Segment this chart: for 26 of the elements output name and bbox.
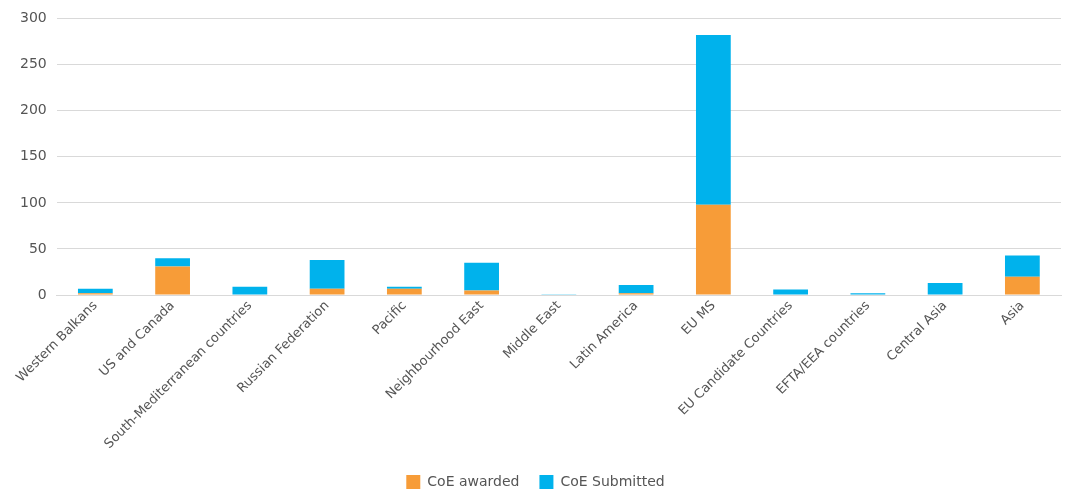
bar xyxy=(386,288,422,295)
legend-label: CoE awarded xyxy=(427,472,520,489)
bar xyxy=(155,266,190,295)
bar xyxy=(773,289,808,295)
y-tick-label: 0 xyxy=(37,285,47,302)
bar xyxy=(155,258,190,267)
bar xyxy=(309,288,345,295)
bar xyxy=(464,262,499,291)
bar xyxy=(618,284,654,294)
bar xyxy=(464,290,499,295)
legend-label: CoE Submitted xyxy=(560,472,665,489)
x-tick-label: Asia xyxy=(997,297,1027,328)
y-tick-label: 50 xyxy=(28,239,47,256)
bar xyxy=(927,283,963,295)
x-tick-label: EU MS xyxy=(678,297,718,338)
bar xyxy=(1004,276,1040,295)
bar xyxy=(232,286,268,295)
bar xyxy=(309,260,345,289)
y-tick-label: 250 xyxy=(19,55,47,72)
y-tick-label: 200 xyxy=(19,101,47,118)
y-tick-label: 300 xyxy=(19,9,47,26)
bar xyxy=(695,204,731,295)
bar xyxy=(695,35,731,205)
y-tick-label: 100 xyxy=(19,193,47,210)
bar xyxy=(1004,255,1040,277)
y-tick-label: 150 xyxy=(19,147,47,164)
